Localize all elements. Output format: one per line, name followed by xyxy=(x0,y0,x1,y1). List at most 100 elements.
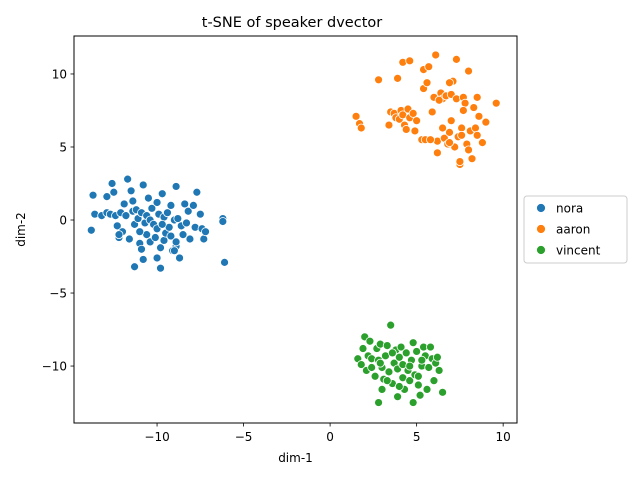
data-point xyxy=(86,225,96,235)
data-point xyxy=(464,145,473,155)
data-point xyxy=(173,214,183,223)
data-point xyxy=(119,199,129,209)
data-point xyxy=(426,342,435,352)
data-point xyxy=(166,200,176,210)
data-point xyxy=(121,211,131,221)
data-point xyxy=(434,366,444,375)
data-point xyxy=(417,355,427,365)
data-point xyxy=(356,123,366,133)
data-point xyxy=(412,116,422,126)
data-point xyxy=(455,157,465,166)
data-point xyxy=(195,209,205,219)
data-point xyxy=(431,50,441,60)
data-point xyxy=(460,98,470,108)
data-point xyxy=(150,233,160,242)
data-point xyxy=(138,255,148,264)
data-point xyxy=(138,180,148,190)
data-point xyxy=(123,174,133,184)
data-point xyxy=(163,208,172,218)
data-point xyxy=(445,127,454,137)
x-tick-label: 10 xyxy=(496,430,511,444)
data-point xyxy=(445,78,454,88)
data-point xyxy=(182,218,191,228)
data-point xyxy=(375,358,385,368)
data-point xyxy=(474,111,484,121)
data-point xyxy=(458,106,468,115)
data-point xyxy=(382,376,392,386)
data-points xyxy=(86,50,501,407)
data-point xyxy=(432,148,442,158)
data-point xyxy=(124,234,134,244)
data-point xyxy=(201,227,210,237)
data-point xyxy=(384,120,394,130)
data-point xyxy=(220,257,229,267)
data-point xyxy=(171,182,181,191)
data-point xyxy=(438,387,447,397)
data-point xyxy=(112,221,122,231)
data-point xyxy=(405,376,415,386)
data-point xyxy=(370,371,380,381)
x-axis-ticks: −10 −5 0 5 10 xyxy=(144,423,511,444)
legend-label: vincent xyxy=(556,243,601,257)
data-point xyxy=(157,219,167,229)
data-point xyxy=(137,244,146,254)
y-tick-label: 5 xyxy=(59,140,67,154)
legend-label: nora xyxy=(556,201,583,215)
data-point xyxy=(374,75,383,85)
data-point xyxy=(422,385,432,394)
data-point xyxy=(144,193,153,203)
data-point xyxy=(152,198,162,207)
data-point xyxy=(408,109,418,118)
data-point xyxy=(405,361,415,371)
data-point xyxy=(438,123,447,133)
data-point xyxy=(351,111,361,121)
data-point xyxy=(393,73,403,83)
data-point xyxy=(365,336,375,346)
legend-marker xyxy=(536,203,546,213)
data-point xyxy=(386,320,396,330)
data-point xyxy=(157,189,167,199)
data-point xyxy=(175,253,184,263)
data-point xyxy=(169,246,179,256)
data-point xyxy=(394,352,404,362)
x-tick-label: 0 xyxy=(326,430,334,444)
data-point xyxy=(413,371,423,381)
data-point xyxy=(424,62,434,72)
series-aaron xyxy=(351,50,501,169)
data-point xyxy=(401,125,411,134)
x-tick-label: −5 xyxy=(235,430,253,444)
data-point xyxy=(192,187,202,197)
data-point xyxy=(135,227,145,237)
data-point xyxy=(178,230,188,240)
data-point xyxy=(159,236,169,245)
data-point xyxy=(114,230,124,240)
data-point xyxy=(180,199,190,209)
data-point xyxy=(432,352,442,362)
data-point xyxy=(152,253,162,263)
y-tick-label: −5 xyxy=(49,286,67,300)
legend-box xyxy=(523,195,628,264)
data-point xyxy=(429,376,439,386)
data-point xyxy=(382,341,392,351)
data-point xyxy=(434,95,444,105)
data-point xyxy=(130,262,139,272)
series-vincent xyxy=(353,320,447,407)
data-point xyxy=(147,203,157,213)
data-point xyxy=(388,348,397,358)
y-tick-label: 10 xyxy=(52,67,67,81)
y-axis-label: dim-2 xyxy=(14,212,28,247)
data-point xyxy=(415,390,425,400)
legend-marker xyxy=(536,224,546,234)
series-nora xyxy=(86,174,229,273)
x-tick-label: −10 xyxy=(144,430,169,444)
data-point xyxy=(472,92,482,102)
data-point xyxy=(469,103,479,112)
legend-label: aaron xyxy=(556,222,590,236)
data-point xyxy=(171,237,181,247)
data-point xyxy=(471,123,480,133)
data-point xyxy=(452,54,461,64)
data-point xyxy=(410,126,420,136)
data-point xyxy=(356,360,366,369)
data-point xyxy=(156,263,165,273)
